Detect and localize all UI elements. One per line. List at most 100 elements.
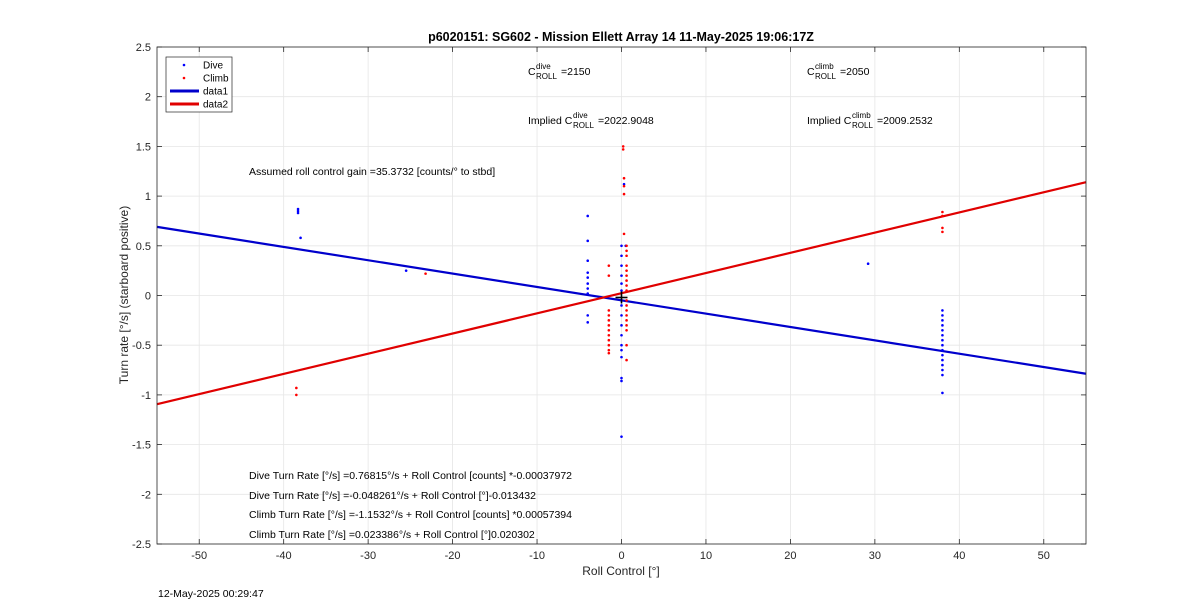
y-tick-label: -1 bbox=[141, 390, 151, 402]
dive-point bbox=[620, 348, 623, 352]
dive-point bbox=[941, 391, 944, 395]
svg-text:ROLL: ROLL bbox=[536, 72, 557, 81]
climb-point bbox=[607, 309, 611, 312]
dive-point bbox=[620, 289, 623, 292]
x-tick-label: -10 bbox=[529, 550, 545, 562]
climb-point bbox=[607, 324, 611, 327]
svg-text:ROLL: ROLL bbox=[573, 121, 594, 130]
legend-dive-label: Dive bbox=[203, 61, 223, 72]
climb-point bbox=[607, 328, 611, 332]
dive-point bbox=[620, 304, 623, 307]
svg-text:=2150: =2150 bbox=[561, 66, 591, 78]
dive-equation-degrees: Dive Turn Rate [°/s] =-0.048261°/s + Rol… bbox=[249, 490, 536, 502]
climb-point bbox=[625, 269, 628, 272]
svg-text:=2022.9048: =2022.9048 bbox=[598, 115, 654, 127]
dive-point bbox=[296, 207, 300, 211]
svg-text:climb: climb bbox=[852, 111, 871, 120]
dive-point bbox=[622, 182, 626, 186]
climb-point bbox=[625, 299, 628, 302]
svg-text:Implied C: Implied C bbox=[807, 115, 852, 127]
dive-point bbox=[620, 282, 623, 285]
dive-point bbox=[620, 343, 623, 347]
x-axis-label: Roll Control [°] bbox=[582, 564, 660, 578]
dive-point bbox=[620, 379, 623, 383]
climb-point bbox=[625, 309, 628, 312]
climb-point bbox=[625, 314, 628, 317]
x-tick-label: 50 bbox=[1038, 550, 1050, 562]
x-tick-label: -40 bbox=[276, 550, 292, 562]
dive-point bbox=[941, 319, 944, 322]
climb-point bbox=[625, 244, 628, 248]
svg-text:dive: dive bbox=[536, 62, 551, 71]
y-tick-label: 2 bbox=[145, 92, 151, 104]
footer-timestamp: 12-May-2025 00:29:47 bbox=[158, 588, 264, 600]
x-tick-label: -20 bbox=[445, 550, 461, 562]
climb-point bbox=[625, 274, 628, 277]
dive-point bbox=[941, 324, 944, 327]
svg-text:ROLL: ROLL bbox=[852, 121, 873, 130]
x-tick-label: -30 bbox=[360, 550, 376, 562]
climb-point bbox=[625, 358, 628, 362]
climb-point bbox=[607, 333, 611, 337]
y-tick-label: 0 bbox=[145, 291, 151, 303]
climb-point bbox=[607, 314, 611, 317]
climb-point bbox=[622, 192, 626, 196]
svg-text:Implied C: Implied C bbox=[528, 115, 573, 127]
climb-point bbox=[424, 272, 427, 275]
dive-point bbox=[586, 292, 590, 295]
x-tick-label: -50 bbox=[191, 550, 207, 562]
dive-point bbox=[620, 324, 623, 327]
svg-text:C: C bbox=[528, 66, 536, 78]
dive-point bbox=[941, 343, 944, 347]
climb-point bbox=[607, 274, 611, 277]
legend-climb-label: Climb bbox=[203, 74, 229, 85]
dive-point bbox=[620, 254, 623, 258]
climb-point bbox=[607, 343, 611, 347]
dive-point bbox=[299, 236, 302, 240]
dive-point bbox=[586, 282, 590, 285]
svg-text:=2050: =2050 bbox=[840, 66, 870, 78]
climb-point bbox=[625, 264, 628, 267]
y-tick-label: 1.5 bbox=[136, 141, 151, 153]
climb-point bbox=[625, 324, 628, 327]
climb-point bbox=[622, 232, 626, 236]
roll-gain-annotation: Assumed roll control gain =35.3732 [coun… bbox=[249, 166, 495, 178]
dive-point bbox=[620, 264, 623, 267]
dive-point bbox=[941, 309, 944, 312]
climb-point bbox=[625, 289, 628, 292]
dive-point bbox=[620, 314, 623, 317]
dive-point bbox=[620, 274, 623, 277]
climb-point bbox=[621, 148, 625, 151]
climb-point bbox=[941, 226, 944, 230]
implied-dive-annotation: Implied C dive ROLL =2022.9048 bbox=[528, 111, 654, 130]
dive-point bbox=[620, 333, 623, 337]
legend: Dive Climb data1 data2 bbox=[165, 56, 233, 113]
dive-point bbox=[620, 435, 623, 438]
climb-point bbox=[625, 254, 628, 258]
dive-point bbox=[586, 259, 590, 263]
dive-point bbox=[941, 328, 944, 332]
climb-point bbox=[625, 319, 628, 322]
climb-equation-degrees: Climb Turn Rate [°/s] =0.023386°/s + Rol… bbox=[249, 529, 535, 541]
dive-equation-counts: Dive Turn Rate [°/s] =0.76815°/s + Roll … bbox=[249, 470, 572, 482]
x-tick-label: 20 bbox=[784, 550, 796, 562]
climb-point bbox=[941, 230, 944, 234]
climb-point bbox=[941, 214, 944, 218]
dive-point bbox=[296, 211, 300, 215]
dive-point bbox=[586, 276, 590, 279]
x-tick-label: 0 bbox=[618, 550, 624, 562]
dive-point bbox=[404, 269, 408, 272]
legend-data1-label: data1 bbox=[203, 87, 228, 98]
data-points bbox=[295, 145, 944, 438]
dive-point bbox=[586, 214, 590, 218]
dive-point bbox=[296, 209, 300, 213]
dive-point bbox=[586, 271, 590, 274]
x-tick-label: 10 bbox=[700, 550, 712, 562]
climb-point bbox=[625, 304, 628, 307]
climb-point bbox=[625, 279, 628, 282]
axis-ticks: -50 -40 -30 -20 -10 0 10 20 30 40 50-2.5-2-1.5-1-0… bbox=[132, 42, 1086, 562]
climb-point bbox=[295, 393, 298, 397]
dive-point bbox=[941, 363, 944, 367]
climb-point bbox=[607, 264, 611, 267]
